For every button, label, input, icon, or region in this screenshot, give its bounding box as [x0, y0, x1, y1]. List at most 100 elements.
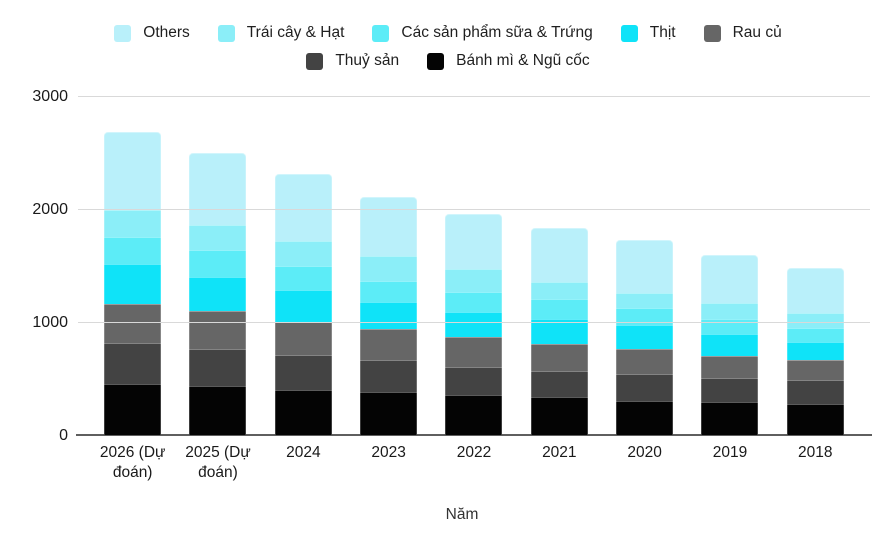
bar-segment[interactable]	[530, 282, 588, 300]
bar-segment[interactable]	[445, 311, 503, 338]
bar-segment[interactable]	[445, 337, 503, 368]
x-tick-label: 2021	[542, 444, 577, 461]
bar-segment[interactable]	[530, 397, 588, 435]
bar-segment[interactable]	[445, 395, 503, 435]
bar-segment[interactable]	[786, 312, 844, 329]
stacked-bar[interactable]	[616, 240, 674, 435]
legend-item[interactable]: Các sản phẩm sữa & Trứng	[372, 24, 593, 42]
legend-item[interactable]: Thịt	[620, 24, 676, 42]
bar-segment[interactable]	[274, 290, 332, 323]
bar-segment[interactable]	[616, 292, 674, 309]
bar-segment[interactable]	[530, 370, 588, 398]
legend-item[interactable]: Trái cây & Hạt	[217, 24, 344, 42]
stacked-bar[interactable]	[445, 213, 503, 435]
bar-segment[interactable]	[530, 318, 588, 345]
bar-segment[interactable]	[445, 367, 503, 396]
stacked-bar[interactable]	[274, 173, 332, 435]
bar-segment[interactable]	[616, 324, 674, 350]
bar-segment[interactable]	[701, 318, 759, 335]
bar-segment[interactable]	[360, 196, 418, 257]
bar-segment[interactable]	[104, 132, 162, 211]
legend-swatch-icon	[372, 24, 390, 42]
bar-segment[interactable]	[274, 265, 332, 291]
y-tick-label: 2000	[32, 200, 68, 218]
bar-segment[interactable]	[360, 301, 418, 329]
legend-swatch-icon	[703, 24, 721, 42]
legend-item[interactable]: Others	[114, 24, 190, 42]
stacked-bar[interactable]	[530, 227, 588, 435]
bar-segment[interactable]	[616, 373, 674, 401]
bar-segment[interactable]	[445, 292, 503, 312]
bar-segment[interactable]	[786, 359, 844, 381]
bar-segment[interactable]	[701, 303, 759, 319]
bar-segment[interactable]	[189, 152, 247, 226]
bar-segment[interactable]	[616, 240, 674, 293]
bar-group	[175, 96, 260, 436]
bar-segment[interactable]	[786, 403, 844, 436]
bar-segment[interactable]	[104, 384, 162, 435]
bar-segment[interactable]	[104, 343, 162, 385]
bar-segment[interactable]	[189, 277, 247, 312]
bar-segment[interactable]	[616, 400, 674, 435]
bar-segment[interactable]	[189, 385, 247, 436]
bar-segment[interactable]	[189, 225, 247, 250]
bars-container	[90, 96, 858, 436]
bar-segment[interactable]	[701, 377, 759, 403]
bar-segment[interactable]	[104, 210, 162, 238]
bar-segment[interactable]	[360, 328, 418, 361]
gridline	[78, 321, 870, 323]
bar-segment[interactable]	[104, 303, 162, 344]
bar-group	[687, 96, 772, 435]
y-tick-label: 1000	[32, 313, 68, 331]
x-tick-label: 2025 (Dự đoán)	[185, 444, 251, 481]
bar-segment[interactable]	[701, 254, 759, 304]
bar-segment[interactable]	[274, 240, 332, 266]
stacked-bar[interactable]	[360, 196, 418, 436]
stacked-bar[interactable]	[701, 254, 759, 435]
stacked-bar[interactable]	[104, 132, 162, 435]
x-tick-label: 2022	[456, 444, 492, 461]
bar-segment[interactable]	[360, 392, 418, 436]
x-tick-label: 2020	[627, 444, 662, 461]
bar-segment[interactable]	[530, 299, 588, 319]
y-tick-label: 0	[59, 426, 68, 444]
x-tick-label: 2026 (Dự đoán)	[99, 444, 166, 481]
legend-swatch-icon	[427, 52, 445, 70]
bar-segment[interactable]	[786, 341, 844, 360]
bar-segment[interactable]	[360, 256, 418, 282]
bar-segment[interactable]	[786, 328, 844, 342]
bar-segment[interactable]	[274, 355, 332, 391]
bar-segment[interactable]	[445, 269, 503, 293]
x-tick-label: 2023	[371, 444, 406, 461]
bar-segment[interactable]	[274, 173, 332, 241]
bar-segment[interactable]	[445, 213, 503, 270]
bar-segment[interactable]	[786, 268, 844, 313]
stacked-bar[interactable]	[786, 268, 844, 436]
bar-segment[interactable]	[104, 264, 162, 304]
legend-swatch-icon	[217, 24, 235, 42]
bar-segment[interactable]	[189, 348, 247, 386]
legend-item[interactable]: Bánh mì & Ngũ cốc	[427, 52, 590, 70]
bar-segment[interactable]	[616, 349, 674, 374]
bar-segment[interactable]	[701, 334, 759, 356]
legend-item[interactable]: Thuỷ sản	[306, 52, 399, 70]
bar-segment[interactable]	[104, 237, 162, 265]
bar-segment[interactable]	[701, 355, 759, 378]
bar-segment[interactable]	[274, 390, 332, 435]
stacked-bar[interactable]	[189, 152, 247, 436]
bar-segment[interactable]	[360, 281, 418, 302]
bar-segment[interactable]	[701, 402, 759, 435]
legend-item[interactable]: Rau củ	[703, 24, 782, 42]
bar-segment[interactable]	[189, 311, 247, 349]
x-axis-labels: 2026 (Dự đoán) 2025 (Dự đoán) 2024 2023 2022…	[90, 443, 858, 483]
bar-segment[interactable]	[530, 344, 588, 371]
bar-segment[interactable]	[616, 308, 674, 325]
legend-row: Thuỷ sản Bánh mì & Ngũ cốc	[0, 47, 896, 75]
bar-segment[interactable]	[786, 380, 844, 404]
bar-segment[interactable]	[189, 249, 247, 278]
bar-segment[interactable]	[360, 360, 418, 393]
legend-item-label: Bánh mì & Ngũ cốc	[456, 52, 590, 69]
bar-segment[interactable]	[530, 227, 588, 283]
bar-segment[interactable]	[274, 322, 332, 356]
legend-item-label: Thịt	[649, 24, 676, 41]
